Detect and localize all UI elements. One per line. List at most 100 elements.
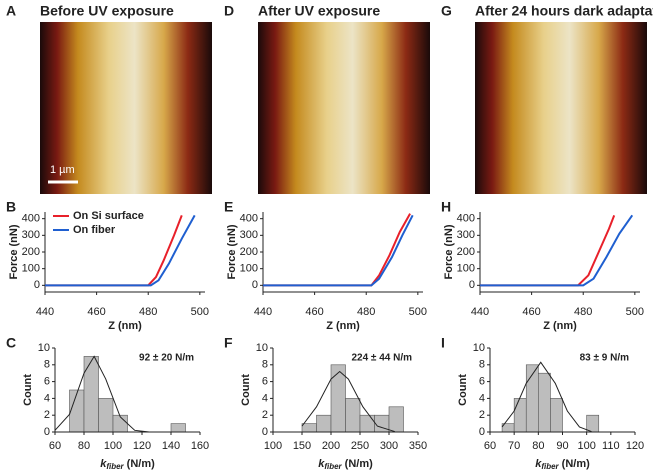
y-axis-label: Force (nN) xyxy=(8,224,20,279)
x-tick-label: 500 xyxy=(409,306,427,318)
scale-bar-label: 1 µm xyxy=(50,164,75,176)
image-title: Before UV exposure xyxy=(40,3,174,19)
bar xyxy=(513,398,527,433)
annotation: 83 ± 9 N/m xyxy=(580,353,630,364)
y-axis-label: Force (nN) xyxy=(443,224,455,279)
x-tick-label: 70 xyxy=(508,440,520,452)
bar xyxy=(98,398,114,433)
y-tick-label: 0 xyxy=(479,426,485,438)
x-tick-label: 80 xyxy=(78,440,90,452)
x-tick-label: 100 xyxy=(264,440,282,452)
bar xyxy=(388,406,404,433)
y-tick-label: 4 xyxy=(262,392,268,404)
y-tick-label: 4 xyxy=(479,392,485,404)
y-tick-label: 300 xyxy=(457,229,475,241)
x-tick-label: 120 xyxy=(133,440,151,452)
annotation: 224 ± 44 N/m xyxy=(351,353,412,364)
y-tick-label: 0 xyxy=(469,279,475,291)
x-axis-label: kfiber (N/m) xyxy=(318,458,373,471)
x-tick-label: 440 xyxy=(254,306,272,318)
x-tick-label: 460 xyxy=(522,306,540,318)
x-axis-label: kfiber (N/m) xyxy=(100,458,155,471)
panel-label: H xyxy=(441,199,451,215)
x-tick-label: 150 xyxy=(293,440,311,452)
y-tick-label: 200 xyxy=(457,246,475,258)
fit-curve xyxy=(301,370,395,433)
x-tick-label: 140 xyxy=(162,440,180,452)
image-title: After UV exposure xyxy=(258,3,380,19)
x-label-symbol: k xyxy=(535,458,542,470)
x-axis-label: Z (nm) xyxy=(543,320,577,332)
bar xyxy=(550,398,563,433)
y-tick-label: 4 xyxy=(44,392,50,404)
y-axis-label: Count xyxy=(457,374,469,406)
y-tick-label: 400 xyxy=(22,213,40,225)
x-label-subscript: fiber xyxy=(324,462,342,471)
image-title: After 24 hours dark adaptation xyxy=(475,3,653,19)
x-label-unit: (N/m) xyxy=(127,458,155,470)
x-label-subscript: fiber xyxy=(106,462,124,471)
legend-label: On Si surface xyxy=(73,210,144,222)
y-tick-label: 10 xyxy=(38,342,50,354)
bar xyxy=(345,398,361,433)
y-tick-label: 100 xyxy=(457,263,475,275)
x-tick-label: 480 xyxy=(574,306,592,318)
x-label-subscript: fiber xyxy=(541,462,559,471)
y-tick-label: 10 xyxy=(256,342,268,354)
y-tick-label: 6 xyxy=(44,376,50,388)
y-tick-label: 0 xyxy=(262,426,268,438)
x-tick-label: 90 xyxy=(556,440,568,452)
y-axis-label: Count xyxy=(22,374,34,406)
x-tick-label: 440 xyxy=(471,306,489,318)
panel-label: I xyxy=(441,335,445,351)
afm-image xyxy=(258,22,430,194)
y-tick-label: 10 xyxy=(473,342,485,354)
x-tick-label: 100 xyxy=(577,440,595,452)
x-label-unit: (N/m) xyxy=(345,458,373,470)
x-label-symbol: k xyxy=(318,458,325,470)
x-tick-label: 480 xyxy=(139,306,157,318)
x-label-unit: (N/m) xyxy=(562,458,590,470)
x-axis-label: Z (nm) xyxy=(108,320,142,332)
bar xyxy=(112,414,128,433)
x-tick-label: 120 xyxy=(626,440,644,452)
y-tick-label: 8 xyxy=(262,359,268,371)
bar xyxy=(359,414,375,433)
x-tick-label: 250 xyxy=(351,440,369,452)
y-tick-label: 400 xyxy=(457,213,475,225)
bar xyxy=(316,414,332,433)
force-curve xyxy=(45,214,196,287)
y-tick-label: 300 xyxy=(240,229,258,241)
force-curve xyxy=(480,214,634,287)
bar xyxy=(538,372,551,433)
x-tick-label: 460 xyxy=(87,306,105,318)
x-tick-label: 300 xyxy=(380,440,398,452)
bar xyxy=(69,389,85,433)
bar xyxy=(301,423,317,433)
y-tick-label: 0 xyxy=(252,279,258,291)
x-label-symbol: k xyxy=(100,458,107,470)
force-curve xyxy=(480,214,616,287)
panel-label: A xyxy=(6,3,16,19)
y-tick-label: 2 xyxy=(262,409,268,421)
x-tick-label: 80 xyxy=(532,440,544,452)
y-tick-label: 200 xyxy=(22,246,40,258)
panel-label: E xyxy=(224,199,233,215)
x-tick-label: 460 xyxy=(305,306,323,318)
y-tick-label: 8 xyxy=(44,359,50,371)
panel-label: B xyxy=(6,199,16,215)
x-tick-label: 60 xyxy=(484,440,496,452)
x-axis-label: kfiber (N/m) xyxy=(535,458,590,471)
y-tick-label: 0 xyxy=(44,426,50,438)
panel-label: C xyxy=(6,335,16,351)
x-tick-label: 160 xyxy=(191,440,209,452)
y-tick-label: 6 xyxy=(479,376,485,388)
y-tick-label: 2 xyxy=(44,409,50,421)
x-tick-label: 110 xyxy=(602,440,620,452)
y-tick-label: 400 xyxy=(240,213,258,225)
x-tick-label: 350 xyxy=(409,440,427,452)
afm-image xyxy=(475,22,647,194)
bar xyxy=(586,414,600,433)
afm-image xyxy=(40,22,212,194)
